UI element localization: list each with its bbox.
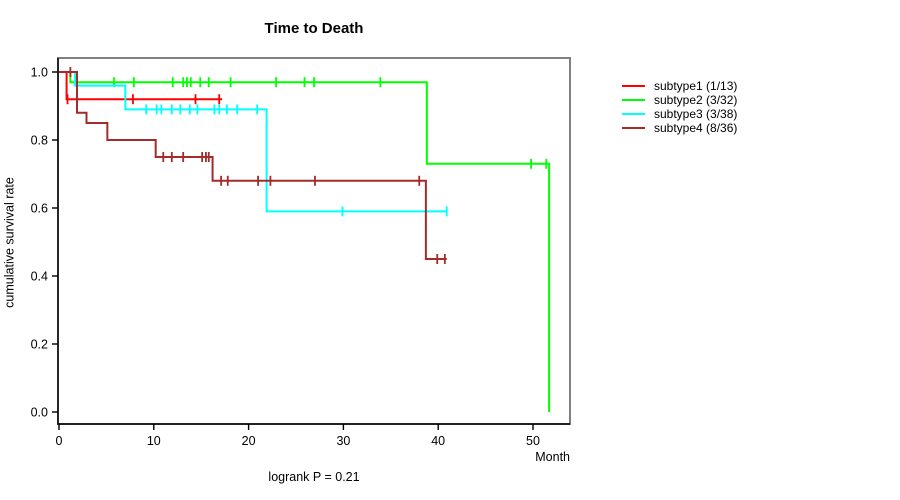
legend-line-swatch <box>622 99 645 101</box>
y-tick-label: 0.4 <box>31 270 48 284</box>
legend-item: subtype2 (3/32) <box>622 93 737 107</box>
chart-title: Time to Death <box>264 20 364 37</box>
x-tick-label: 20 <box>242 434 256 448</box>
y-tick-label: 0.6 <box>31 202 48 216</box>
axis-lines <box>57 58 570 425</box>
survival-curve-2 <box>59 71 551 412</box>
legend-label: subtype4 (8/36) <box>654 121 738 135</box>
legend-label: subtype3 (3/38) <box>654 107 738 121</box>
plot-box <box>57 57 571 425</box>
y-tick-label: 0.2 <box>31 338 48 352</box>
logrank-annotation: logrank P = 0.21 <box>268 470 360 484</box>
legend-line-swatch <box>622 113 645 115</box>
legend-label: subtype1 (1/13) <box>654 79 738 93</box>
legend-label: subtype2 (3/32) <box>654 93 738 107</box>
legend: subtype1 (1/13) subtype2 (3/32) subtype3 (… <box>622 79 737 135</box>
legend-item: subtype3 (3/38) <box>622 107 737 121</box>
legend-item: subtype4 (8/36) <box>622 121 737 135</box>
legend-line-swatch <box>622 85 645 87</box>
legend-line-swatch <box>622 127 645 129</box>
y-tick-label: 1.0 <box>31 66 48 80</box>
survival-curve-3 <box>59 71 447 213</box>
x-tick-label: 40 <box>431 434 445 448</box>
x-tick-label: 0 <box>56 434 63 448</box>
x-tick-label: 50 <box>526 434 540 448</box>
x-tick-label: 10 <box>147 434 161 448</box>
y-tick-label: 0.0 <box>31 406 48 420</box>
x-axis-title: Month <box>535 450 570 464</box>
x-tick-label: 30 <box>336 434 350 448</box>
y-tick-label: 0.8 <box>31 134 48 148</box>
survival-curve-4 <box>59 71 447 260</box>
legend-item: subtype1 (1/13) <box>622 79 737 93</box>
